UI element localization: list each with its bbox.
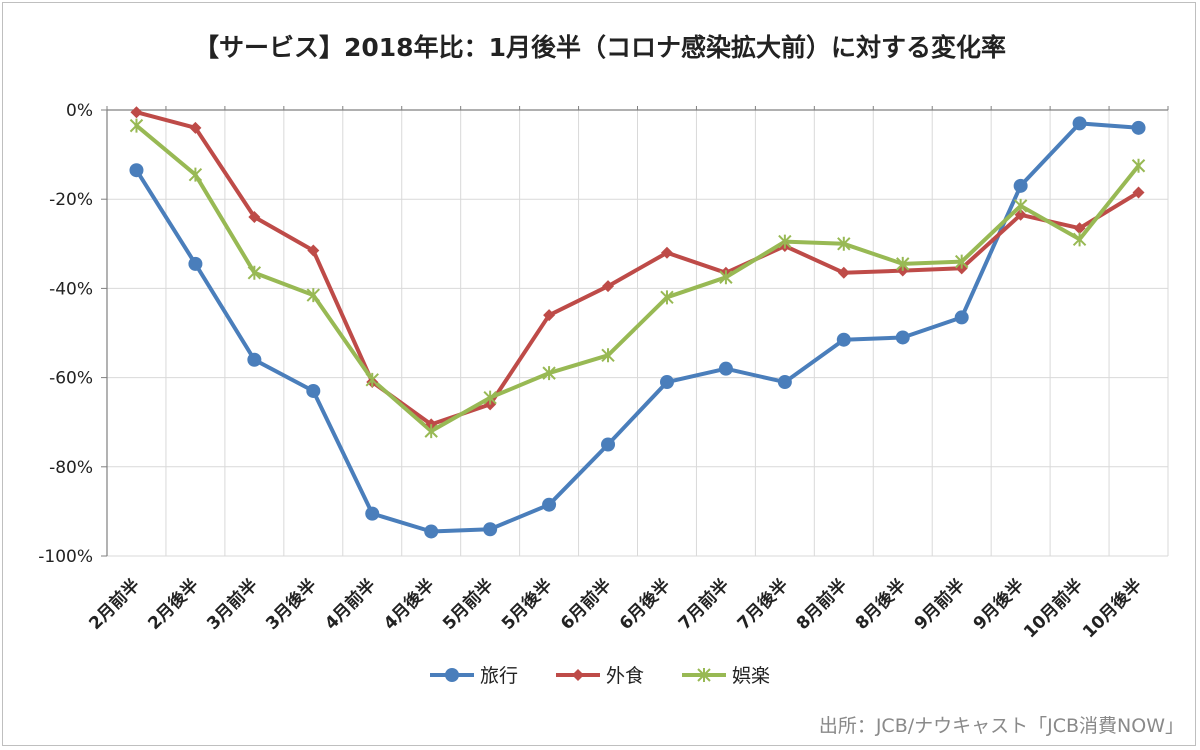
x-tick-labels: 2月前半 2月後半 3月前半 3月後半 4月前半 4月後半 5月前半 5月後半 6月前半 6月後半…: [85, 575, 1146, 643]
data-point: [1131, 158, 1146, 173]
data-point: [1073, 222, 1086, 235]
data-point: [483, 522, 498, 537]
x-tick-label: 4月後半: [379, 575, 438, 634]
axes: [101, 106, 1169, 557]
x-tick-label: 4月前半: [320, 575, 379, 634]
data-point: [247, 352, 262, 367]
data-point: [719, 270, 733, 285]
data-point: [306, 288, 321, 303]
series-markers: [129, 106, 1146, 539]
data-point: [697, 668, 711, 682]
data-point: [1072, 232, 1087, 247]
data-point: [424, 424, 438, 439]
data-point: [1013, 198, 1028, 213]
y-tick-label: -40%: [49, 279, 93, 299]
data-point: [954, 310, 969, 325]
data-point: [601, 437, 616, 452]
x-tick-label: 6月後半: [615, 575, 674, 634]
data-point: [659, 375, 674, 390]
data-point: [188, 167, 203, 182]
data-point: [247, 265, 262, 280]
legend: 旅行 外食 娯楽: [430, 665, 770, 687]
data-point: [1131, 120, 1146, 135]
data-point: [542, 366, 556, 381]
data-point: [445, 668, 459, 682]
data-point: [837, 266, 850, 279]
data-point: [1014, 208, 1027, 221]
data-point: [248, 211, 261, 224]
data-point: [306, 383, 321, 398]
series-lines: [134, 110, 1141, 534]
x-tick-label: 5月前半: [438, 575, 497, 634]
y-tick-label: -80%: [49, 458, 93, 478]
x-tick-label: 3月後半: [262, 575, 321, 634]
data-point: [777, 375, 792, 390]
data-point: [483, 390, 497, 405]
data-point: [188, 256, 203, 271]
x-tick-label: 10月前半: [1019, 575, 1087, 643]
y-tick-label: -20%: [49, 190, 93, 210]
data-point: [778, 234, 792, 249]
data-point: [365, 506, 380, 521]
data-point: [1132, 186, 1145, 199]
data-point: [896, 256, 910, 271]
legend-label: 外食: [606, 665, 644, 687]
x-tick-label: 10月後半: [1078, 575, 1146, 643]
data-point: [660, 290, 674, 305]
series-line-娯楽: [134, 123, 1141, 434]
data-point: [129, 118, 144, 133]
x-tick-label: 7月前半: [674, 575, 733, 634]
data-point: [602, 280, 615, 293]
data-point: [542, 497, 557, 512]
y-tick-label: -60%: [49, 369, 93, 389]
data-point: [837, 236, 851, 251]
data-point: [130, 106, 143, 119]
x-tick-label: 2月前半: [85, 575, 144, 634]
x-tick-label: 8月前半: [792, 575, 851, 634]
data-point: [189, 121, 202, 134]
data-point: [718, 361, 733, 376]
legend-label: 旅行: [480, 665, 518, 687]
x-tick-label: 8月後半: [851, 575, 910, 634]
x-tick-label: 3月前半: [203, 575, 262, 634]
data-point: [424, 524, 439, 539]
data-point: [836, 332, 851, 347]
data-point: [365, 372, 379, 387]
data-point: [572, 669, 584, 681]
legend-label: 娯楽: [732, 665, 770, 687]
data-point: [307, 244, 320, 257]
data-point: [1013, 178, 1028, 193]
data-point: [543, 309, 556, 322]
x-tick-label: 9月後半: [969, 575, 1028, 634]
y-tick-label: 0%: [66, 101, 93, 121]
y-tick-label: -100%: [38, 547, 93, 567]
data-point: [1072, 116, 1087, 131]
series-line-旅行: [134, 121, 1141, 534]
x-tick-label: 5月後半: [497, 575, 556, 634]
data-point: [129, 163, 144, 178]
y-tick-labels: 0% -20% -40% -60% -80% -100%: [38, 101, 93, 567]
x-tick-label: 6月前半: [556, 575, 615, 634]
x-tick-label: 9月前半: [910, 575, 969, 634]
source-note: 出所：JCB/ナウキャスト「JCB消費NOW」: [818, 715, 1184, 737]
data-point: [660, 246, 673, 259]
data-point: [954, 254, 969, 269]
data-point: [601, 348, 615, 363]
series-line-外食: [134, 110, 1141, 427]
data-point: [895, 330, 910, 345]
x-tick-label: 2月後半: [144, 575, 203, 634]
chart-title: 【サービス】2018年比：1月後半（コロナ感染拡大前）に対する変化率: [194, 33, 1006, 62]
x-tick-label: 7月後半: [733, 575, 792, 634]
gridlines: [107, 109, 1169, 557]
